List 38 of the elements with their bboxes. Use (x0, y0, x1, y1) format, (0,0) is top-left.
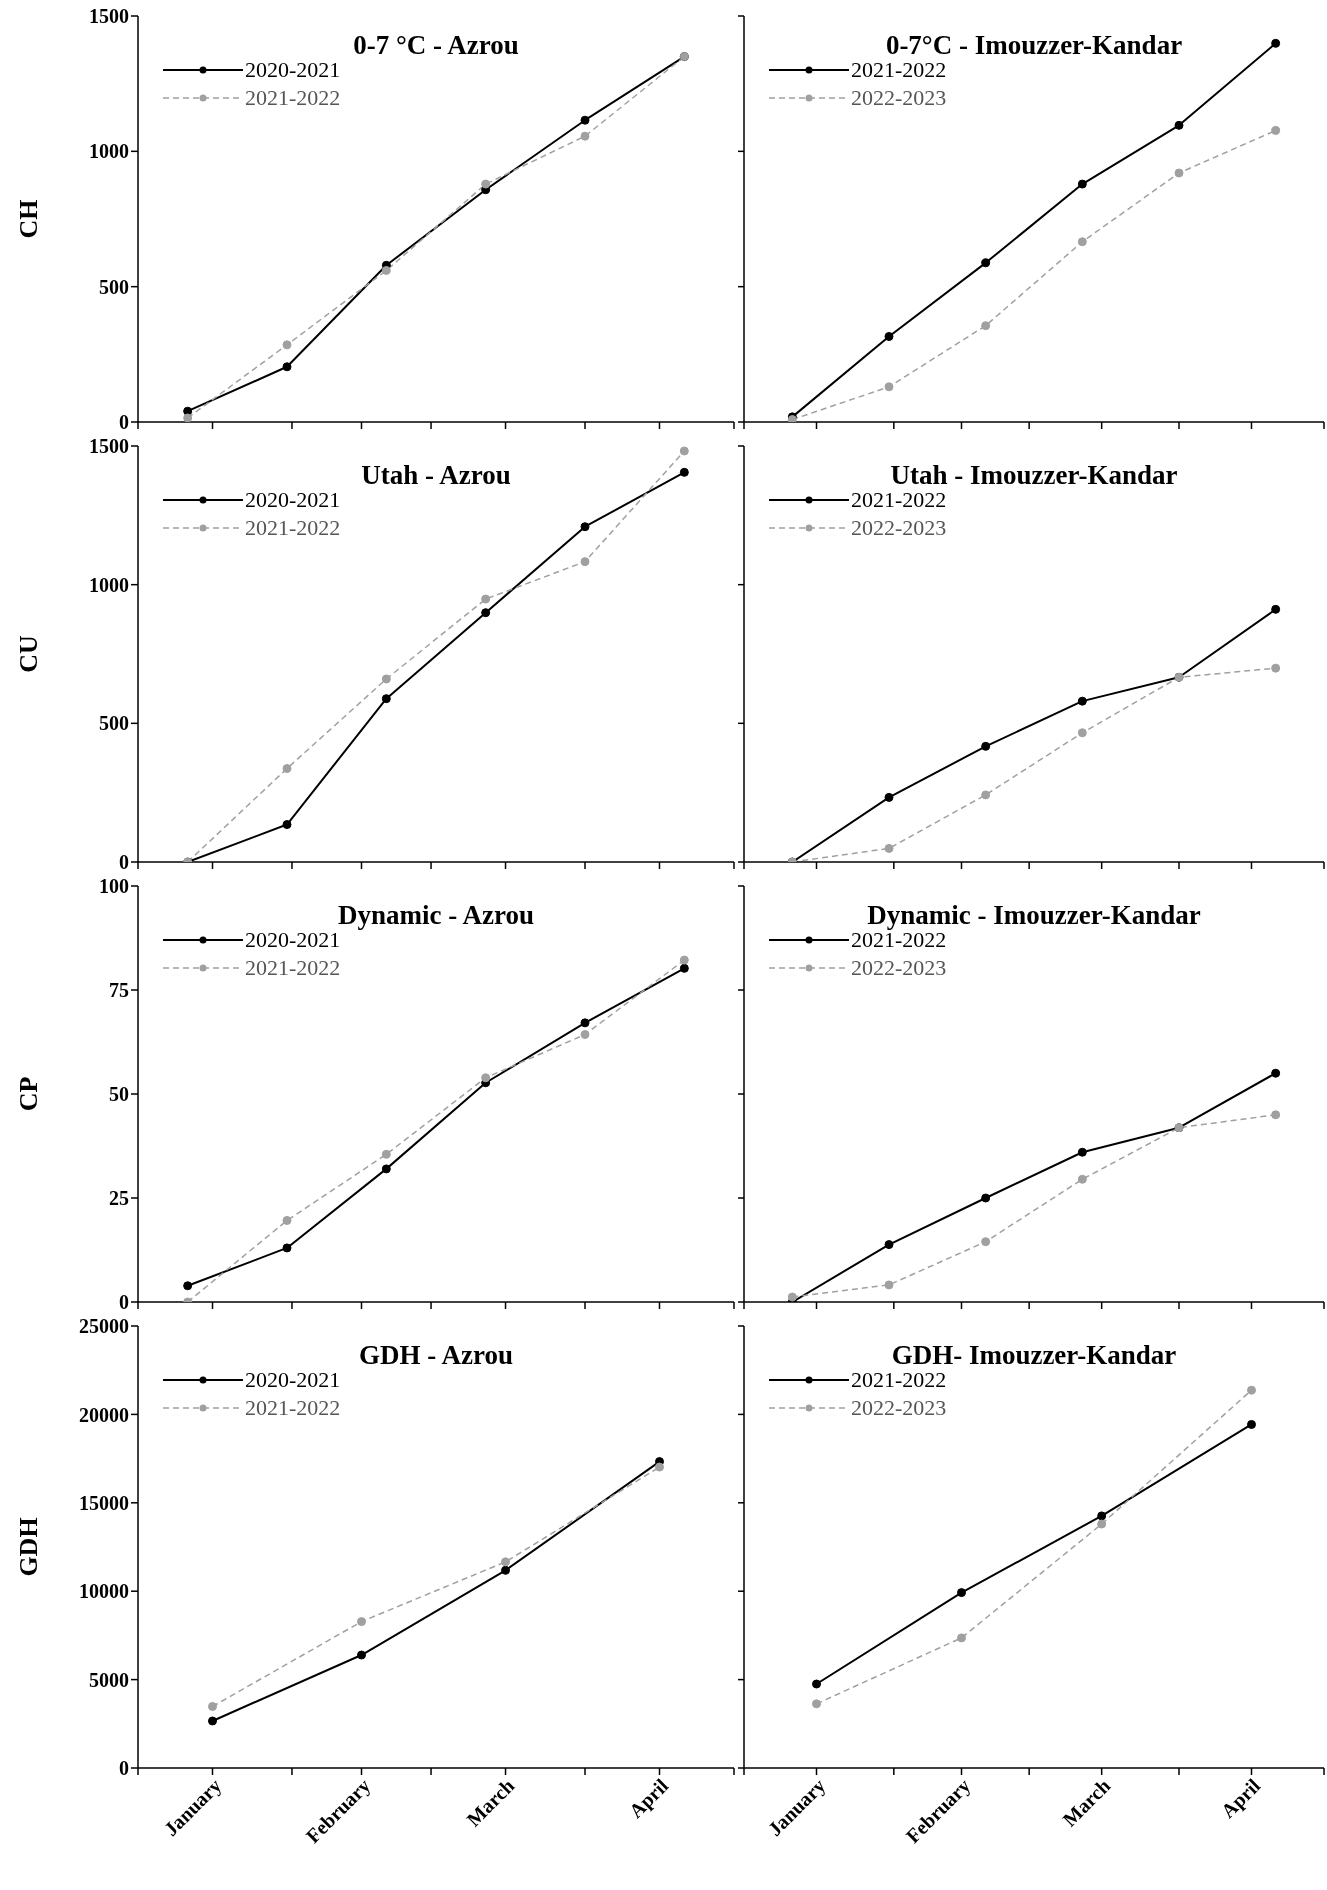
legend-label: 2020-2021 (245, 487, 341, 513)
y-tick-label: 25000 (79, 1315, 129, 1338)
y-tick-label: 20000 (79, 1403, 129, 1426)
legend-label: 2022-2023 (851, 955, 947, 981)
legend-label: 2020-2021 (245, 57, 341, 83)
text: Utah - Azrou (361, 460, 511, 490)
y-tick-label: 500 (99, 712, 129, 735)
y-axis-title: CP (14, 1076, 44, 1112)
text: Dynamic - Imouzzer-Kandar (866, 900, 1202, 931)
y-tick-label: 5000 (89, 1668, 129, 1691)
y-tick-label: 500 (99, 275, 129, 298)
y-tick-label: 0 (119, 1291, 129, 1314)
y-tick-label: 0 (119, 851, 129, 874)
y-tick-label: 1500 (89, 435, 129, 458)
y-tick-label: 1000 (89, 573, 129, 596)
y-axis-title: CU (14, 635, 44, 673)
y-tick-label: 1500 (89, 5, 129, 28)
legend-label: 2022-2023 (851, 515, 947, 541)
legend-label: 2021-2022 (245, 1395, 341, 1421)
y-axis-title: CH (14, 199, 44, 239)
y-tick-label: 25 (109, 1187, 129, 1210)
legend-label: 2020-2021 (245, 1367, 341, 1393)
legend-label: 2021-2022 (245, 85, 341, 111)
y-tick-label: 15000 (79, 1491, 129, 1514)
legend-label: 2021-2022 (245, 515, 341, 541)
y-tick-label: 50 (109, 1083, 129, 1106)
legend-label: 2021-2022 (245, 955, 341, 981)
y-tick-label: 1000 (89, 140, 129, 163)
text: 0-7 °C - Azrou (353, 30, 519, 60)
y-tick-label: 0 (119, 411, 129, 434)
legend-label: 2022-2023 (851, 1395, 947, 1421)
y-tick-label: 100 (99, 875, 129, 898)
legend-label: 2022-2023 (851, 85, 947, 111)
y-axis-title: GDH (14, 1517, 44, 1577)
y-tick-label: 10000 (79, 1580, 129, 1603)
y-tick-label: 0 (119, 1757, 129, 1780)
text: GDH - Azrou (359, 1340, 513, 1370)
y-tick-label: 75 (109, 979, 129, 1002)
